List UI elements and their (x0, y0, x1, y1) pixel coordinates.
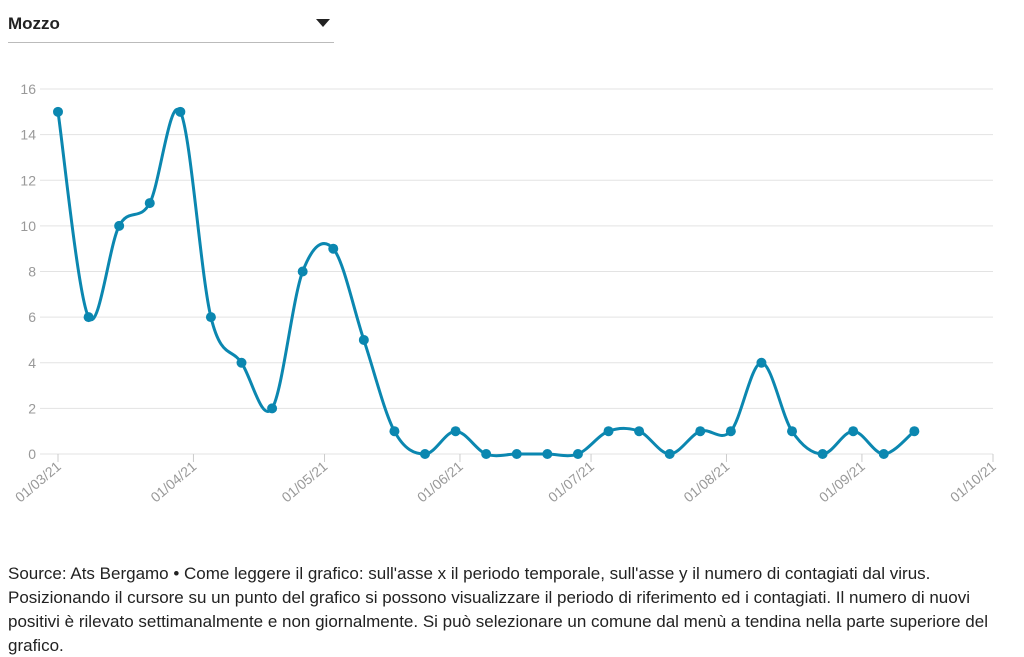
point (878, 449, 889, 459)
point (481, 449, 492, 459)
point (389, 426, 400, 437)
y-tick-label: 14 (20, 127, 36, 143)
y-tick-label: 2 (28, 400, 36, 416)
x-tick-label: 01/08/21 (680, 458, 732, 505)
x-tick-label: 01/09/21 (816, 458, 868, 505)
point (328, 243, 339, 254)
point (756, 357, 767, 368)
point (664, 449, 675, 459)
point (114, 220, 125, 231)
y-tick-label: 16 (20, 81, 36, 97)
point (511, 449, 522, 459)
y-tick-label: 6 (28, 309, 36, 325)
y-tick-label: 12 (20, 172, 36, 188)
x-tick-label: 01/03/21 (12, 458, 64, 505)
x-tick-label: 01/07/21 (545, 458, 597, 505)
point (450, 426, 461, 437)
dropdown-label: Mozzo (8, 14, 60, 33)
point (909, 426, 920, 437)
x-tick-label: 01/04/21 (147, 458, 199, 505)
point (420, 449, 431, 459)
point (787, 426, 798, 437)
point (267, 403, 278, 414)
x-tick-label: 01/06/21 (414, 458, 466, 505)
y-tick-label: 8 (28, 264, 36, 280)
y-tick-label: 10 (20, 218, 36, 234)
dropdown-arrow (316, 19, 330, 27)
town-dropdown[interactable]: Mozzo (8, 8, 334, 43)
point (144, 198, 155, 209)
source-note: Source: Ats Bergamo • Come leggere il gr… (8, 564, 988, 655)
point (817, 449, 828, 459)
point (542, 449, 553, 459)
line (56, 107, 916, 458)
point (695, 426, 706, 437)
chart: 0 2 4 6 8 10 12 14 16 01/03/21 01/04/21 01/05/21 01/… (12, 81, 999, 505)
point (725, 426, 736, 437)
y-tick-label: 0 (28, 446, 36, 462)
point (572, 449, 583, 459)
point (297, 266, 308, 277)
point (205, 312, 216, 323)
x-tick-label: 01/10/21 (947, 458, 999, 505)
y-tick-label: 4 (28, 355, 36, 371)
point (358, 334, 369, 345)
x-tick-label: 01/05/21 (278, 458, 330, 505)
point (236, 357, 247, 368)
point (53, 106, 63, 117)
point (603, 426, 614, 437)
point (83, 312, 94, 323)
point (848, 426, 859, 437)
point (175, 106, 186, 117)
point (634, 426, 645, 437)
